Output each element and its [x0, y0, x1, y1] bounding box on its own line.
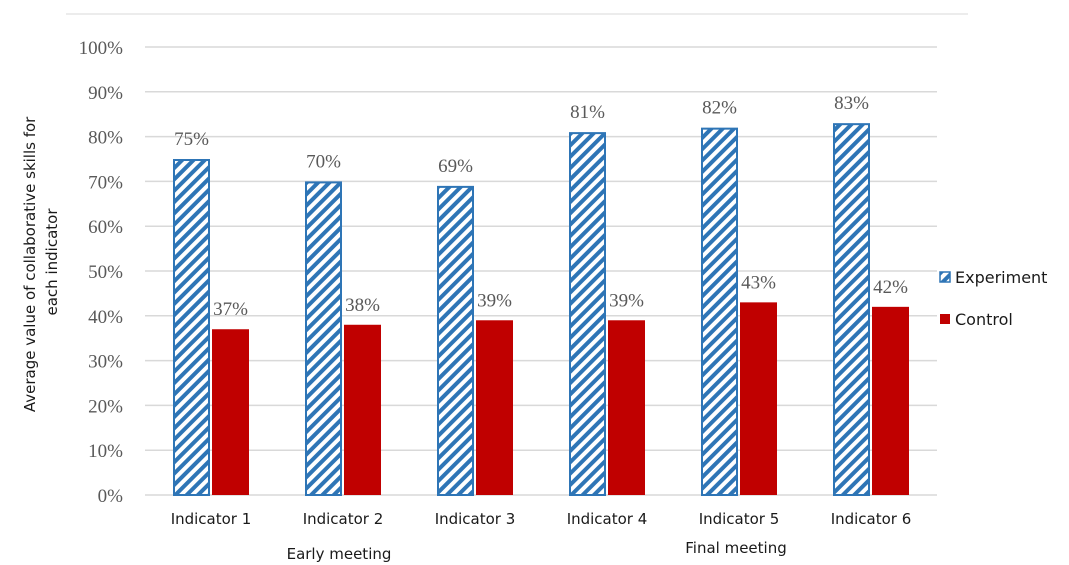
bar-experiment [305, 181, 342, 496]
y-axis-label-line-1: Average value of collaborative skills fo… [21, 116, 39, 412]
category-group-label: Early meeting [287, 545, 392, 563]
category-group-label: Final meeting [685, 539, 786, 557]
bar-experiment [437, 185, 474, 496]
x-tick-label: Indicator 6 [831, 510, 912, 528]
y-tick-label: 80% [88, 128, 123, 149]
y-tick-label: 70% [88, 172, 123, 193]
data-label-control: 38% [345, 295, 380, 316]
data-label-control: 39% [477, 290, 512, 311]
bar-experiment [833, 123, 870, 496]
y-tick-label: 100% [79, 38, 124, 59]
bar-control [344, 324, 381, 495]
category-group-labels: Early meeting Final meeting [287, 539, 787, 563]
x-tick-label: Indicator 3 [435, 510, 516, 528]
bar-control [872, 306, 909, 495]
bar-experiment [569, 132, 606, 496]
y-axis-label: Average value of collaborative skills fo… [21, 112, 61, 412]
data-label-control: 39% [609, 290, 644, 311]
data-label-control: 42% [873, 277, 908, 298]
y-tick-label: 50% [88, 262, 123, 283]
bar-control [212, 329, 249, 495]
legend-swatch-control [940, 314, 950, 324]
gridlines [145, 46, 937, 496]
data-label-experiment: 70% [306, 151, 341, 172]
x-tick-label: Indicator 5 [699, 510, 780, 528]
data-label-control: 37% [213, 299, 248, 320]
y-tick-label: 40% [88, 307, 123, 328]
legend: Experiment Control [939, 268, 1047, 329]
bar-experiment [173, 159, 210, 496]
x-tick-label: Indicator 1 [171, 510, 252, 528]
bar-experiment [701, 127, 738, 496]
data-label-experiment: 82% [702, 98, 737, 119]
data-labels: 75% 37% 70% 38% 69% 39% 81% 39% 82% 43% 83% 42% [174, 93, 908, 320]
data-label-experiment: 69% [438, 156, 473, 177]
x-axis-ticks: Indicator 1 Indicator 2 Indicator 3 Indicat… [171, 510, 912, 528]
data-label-control: 43% [741, 272, 776, 293]
y-tick-label: 10% [88, 441, 123, 462]
bars [173, 123, 909, 496]
data-label-experiment: 75% [174, 129, 209, 150]
y-tick-label: 60% [88, 217, 123, 238]
y-tick-label: 30% [88, 352, 123, 373]
data-label-experiment: 83% [834, 93, 869, 114]
legend-label: Experiment [955, 268, 1047, 287]
bar-control [476, 320, 513, 495]
legend-label: Control [955, 310, 1013, 329]
x-tick-label: Indicator 4 [567, 510, 648, 528]
legend-swatch-experiment [939, 271, 951, 283]
y-tick-label: 0% [98, 486, 124, 507]
bar-control [608, 320, 645, 495]
x-tick-label: Indicator 2 [303, 510, 384, 528]
data-label-experiment: 81% [570, 102, 605, 123]
y-tick-label: 90% [88, 83, 123, 104]
y-axis-label-line-2: each indicator [43, 208, 61, 316]
y-axis-ticks: 0% 10% 20% 30% 40% 50% 60% 70% 80% 90% 100% [79, 38, 124, 507]
y-tick-label: 20% [88, 396, 123, 417]
bar-control [740, 302, 777, 495]
